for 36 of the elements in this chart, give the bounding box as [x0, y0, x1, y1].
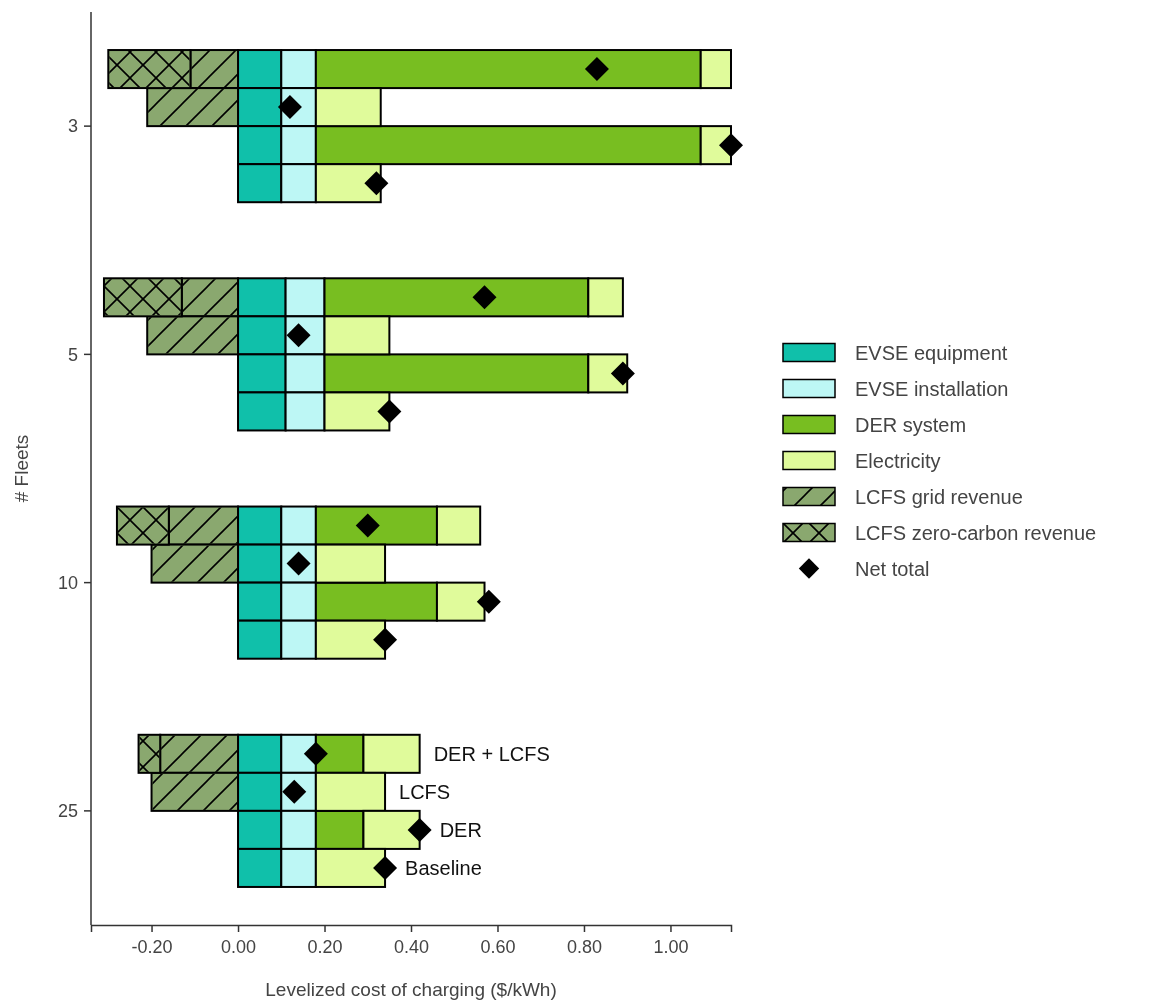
point	[355, 513, 380, 538]
legend-label: EVSE installation	[855, 377, 1009, 400]
x-tick-label: 0.80	[566, 936, 602, 957]
point	[719, 133, 743, 158]
point	[610, 361, 635, 386]
y-axis-title: # Fleets	[11, 434, 32, 503]
point	[472, 285, 497, 310]
x-tick-label: 0.60	[480, 936, 516, 957]
legend-label: LCFS zero-carbon revenue	[855, 521, 1097, 544]
point	[407, 817, 432, 842]
point	[303, 741, 328, 766]
point	[364, 171, 389, 196]
legend-label: EVSE equipment	[855, 341, 1008, 364]
annotation: LCFS	[399, 780, 451, 803]
annotation: DER + LCFS	[433, 742, 550, 765]
x-tick-label: 0.20	[307, 936, 343, 957]
point	[584, 57, 609, 82]
legend-label: LCFS grid revenue	[855, 485, 1023, 508]
x-tick-label: -0.20	[131, 936, 173, 957]
legend-label: Electricity	[855, 449, 941, 472]
legend-label: Net total	[855, 557, 930, 580]
x-axis-title: Levelized cost of charging ($/kWh)	[265, 979, 557, 1000]
point	[377, 399, 402, 424]
point	[476, 589, 501, 614]
x-tick-label: 0.40	[393, 936, 430, 957]
annotation: DER	[439, 818, 482, 841]
x-tick-label: 0.00	[221, 936, 257, 957]
legend-label: DER system	[855, 413, 967, 436]
x-tick-label: 1.00	[653, 936, 689, 957]
text: 5	[67, 344, 78, 365]
annotation: Baseline	[405, 856, 482, 879]
text: 10	[57, 572, 78, 593]
point	[373, 855, 398, 880]
text: 3	[67, 116, 78, 137]
point	[373, 627, 398, 652]
text: 25	[57, 801, 78, 822]
